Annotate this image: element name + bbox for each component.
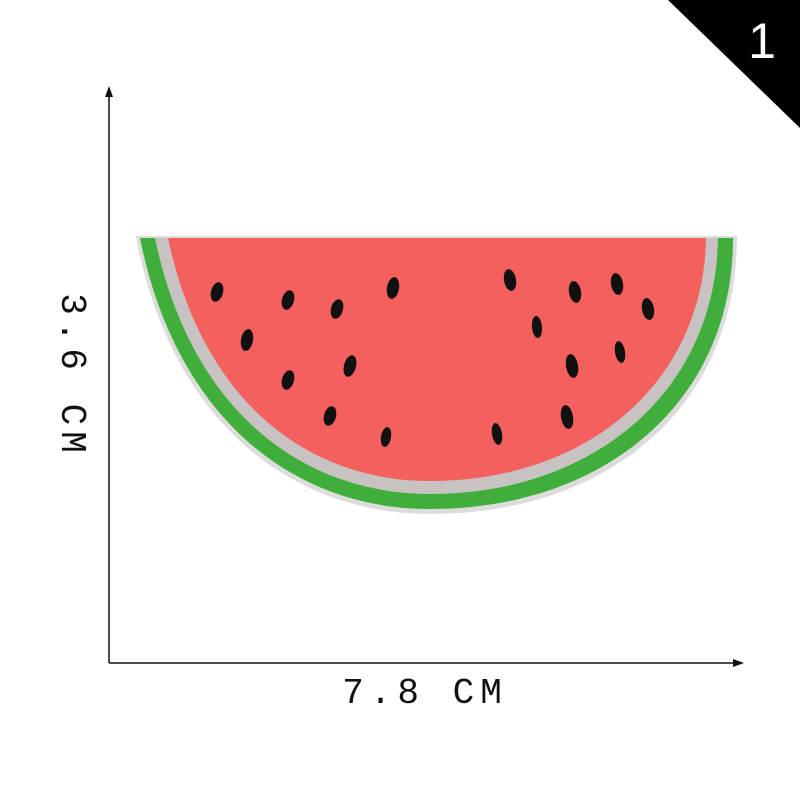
seed <box>210 282 224 302</box>
axes <box>105 86 744 667</box>
seed <box>380 427 392 447</box>
seed <box>281 370 295 390</box>
arrow-up <box>105 86 113 97</box>
seed <box>568 281 582 303</box>
seed <box>614 341 626 363</box>
watermelon-patch <box>136 236 737 514</box>
corner-badge <box>668 0 800 128</box>
height-label: 3.6 CM <box>51 293 92 459</box>
seed <box>610 273 624 295</box>
seed <box>240 329 254 351</box>
seed <box>281 290 295 310</box>
seed <box>330 299 344 319</box>
seed <box>503 269 517 291</box>
seed <box>565 354 579 378</box>
badge-number: 1 <box>748 13 776 69</box>
seed <box>491 423 503 445</box>
width-label: 7.8 CM <box>342 673 508 714</box>
seed <box>386 277 400 299</box>
seed <box>531 316 543 338</box>
arrow-right <box>733 659 744 667</box>
seed <box>323 406 337 426</box>
seeds <box>210 269 655 447</box>
seed <box>641 298 655 320</box>
seed <box>343 355 357 377</box>
seed <box>560 405 574 429</box>
